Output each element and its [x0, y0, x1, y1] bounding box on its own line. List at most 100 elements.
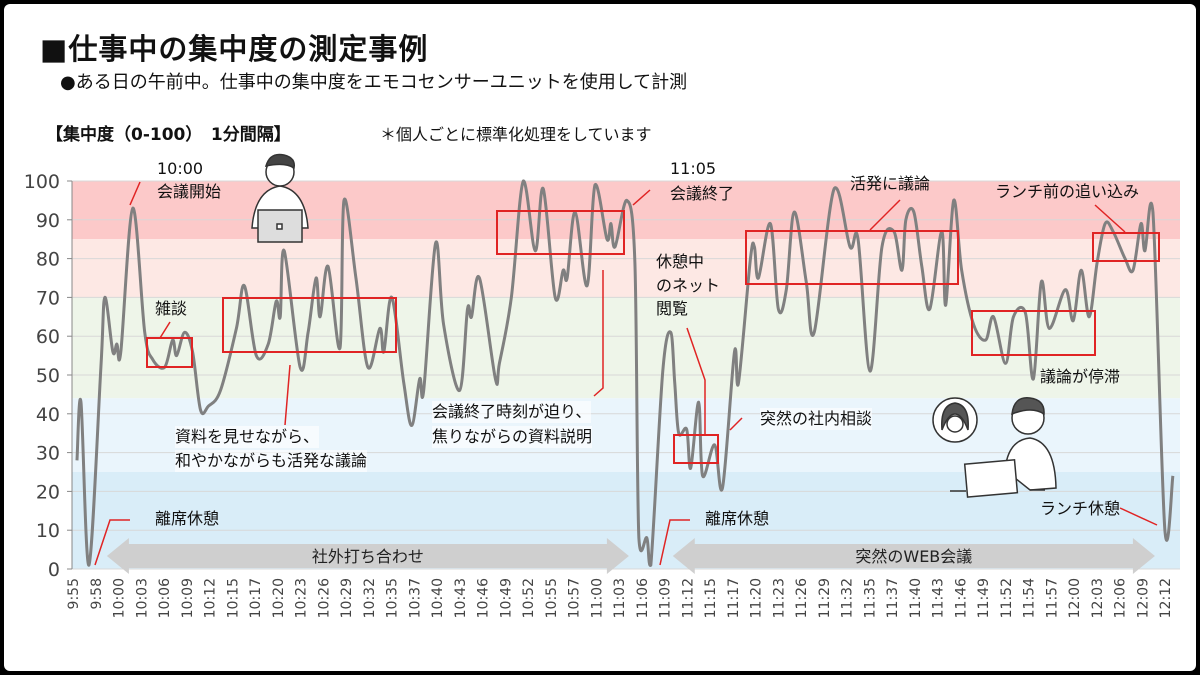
annotation-meeting-end-time: 11:05: [670, 159, 717, 178]
y-tick-label: 10: [36, 520, 60, 542]
x-tick-label: 10:37: [407, 578, 423, 618]
annotation-pre-lunch: ランチ前の追い込み: [995, 182, 1140, 201]
annotation-away-2: 離席休憩: [705, 509, 770, 528]
annotation-browse-2: のネット: [656, 276, 721, 295]
x-tick-label: 10:55: [544, 578, 560, 618]
x-tick-label: 11:17: [726, 578, 742, 618]
x-tick-label: 12:09: [1135, 578, 1151, 618]
x-tick-label: 10:43: [453, 578, 469, 618]
annotation-away-1: 離席休憩: [155, 509, 220, 528]
annotation-rush-2: 焦りながらの資料説明: [432, 426, 593, 448]
measure-label: 【集中度（0-100） 1分間隔】: [46, 125, 291, 145]
x-tick-label: 11:46: [953, 578, 969, 618]
x-tick-label: 12:00: [1067, 578, 1083, 618]
x-tick-label: 11:29: [817, 578, 833, 618]
highlight-pre-lunch: [1092, 232, 1160, 262]
x-tick-label: 11:37: [885, 578, 901, 618]
x-tick-label: 10:23: [294, 578, 310, 618]
annotation-materials-1: 資料を見せながら、: [175, 426, 320, 448]
leader-line: [632, 189, 651, 206]
x-tick-label: 11:40: [908, 578, 924, 618]
highlight-browse: [673, 434, 719, 464]
highlight-active: [745, 230, 959, 285]
x-tick-label: 10:12: [203, 578, 219, 618]
x-tick-label: 10:35: [385, 578, 401, 618]
x-tick-label: 10:17: [248, 578, 264, 618]
x-tick-label: 10:03: [134, 578, 150, 618]
annotation-meeting-end: 会議終了: [670, 184, 735, 203]
annotation-active: 活発に議論: [850, 174, 931, 193]
x-tick-label: 11:00: [589, 578, 605, 618]
y-tick-label: 90: [36, 210, 60, 232]
leader-line: [1119, 507, 1158, 526]
x-tick-label: 11:03: [612, 578, 628, 618]
y-tick-label: 0: [48, 559, 60, 581]
x-tick-label: 11:43: [931, 578, 947, 618]
y-tick-label: 20: [36, 481, 60, 503]
x-tick-label: 11:54: [1022, 578, 1038, 618]
x-tick-label: 11:57: [1044, 578, 1060, 618]
x-tick-label: 10:32: [362, 578, 378, 618]
annotation-lunch: ランチ休憩: [1040, 499, 1121, 518]
x-tick-label: 10:57: [567, 578, 583, 618]
x-tick-label: 10:26: [316, 578, 332, 618]
highlight-rush: [496, 210, 625, 255]
x-tick-label: 11:52: [999, 578, 1015, 618]
y-tick-label: 30: [36, 443, 60, 465]
x-tick-label: 12:06: [1113, 578, 1129, 618]
x-tick-label: 11:26: [794, 578, 810, 618]
leader-line: [284, 364, 291, 426]
annotation-browse-1: 休憩中: [656, 252, 705, 271]
y-tick-label: 60: [36, 326, 60, 348]
annotation-rush-1: 会議終了時刻が迫り、: [432, 401, 592, 423]
x-tick-label: 11:32: [840, 578, 856, 618]
x-tick-label: 10:20: [271, 578, 287, 618]
x-tick-label: 10:29: [339, 578, 355, 618]
x-tick-label: 11:23: [771, 578, 787, 618]
annotation-stagnant: 議論が停滞: [1040, 367, 1121, 386]
leader-line: [686, 327, 706, 434]
x-tick-label: 11:15: [703, 578, 719, 618]
highlight-chat: [146, 337, 193, 368]
annotation-browse-3: 閲覧: [656, 299, 689, 318]
x-tick-label: 10:09: [180, 578, 196, 618]
x-tick-label: 9:55: [66, 578, 82, 609]
x-tick-label: 11:35: [862, 578, 878, 618]
x-tick-label: 11:12: [680, 578, 696, 618]
annotation-meeting-start-time: 10:00: [157, 159, 204, 178]
leader-line: [129, 181, 141, 206]
y-tick-label: 70: [36, 287, 60, 309]
annotation-consult: 突然の社内相談: [760, 408, 873, 430]
leader-line: [593, 270, 604, 397]
x-tick-label: 10:00: [112, 578, 128, 618]
leader-line: [159, 321, 171, 339]
x-tick-label: 10:46: [476, 578, 492, 618]
x-tick-label: 10:52: [521, 578, 537, 618]
concentration-line: [75, 179, 1175, 567]
period-arrow: [672, 538, 1155, 574]
x-tick-label: 10:40: [430, 578, 446, 618]
y-tick-label: 50: [36, 365, 60, 387]
period-arrow: [106, 538, 629, 574]
leader-line: [729, 417, 743, 431]
highlight-materials: [222, 297, 397, 353]
period-label: 社外打ち合わせ: [312, 547, 424, 566]
x-tick-label: 11:20: [749, 578, 765, 618]
highlight-stagnant: [971, 310, 1096, 356]
period-label: 突然のWEB会議: [855, 547, 972, 566]
page-title: ■仕事中の集中度の測定事例: [40, 32, 429, 66]
annotation-meeting-start: 会議開始: [157, 182, 222, 201]
x-tick-label: 11:09: [658, 578, 674, 618]
x-tick-label: 11:06: [635, 578, 651, 618]
band: [72, 239, 1180, 298]
leader-line: [659, 519, 690, 566]
leader-line: [1094, 204, 1126, 233]
y-tick-label: 40: [36, 404, 60, 426]
normalization-note: ＊個人ごとに標準化処理をしています: [380, 125, 652, 144]
y-tick-label: 100: [24, 171, 60, 193]
x-tick-label: 10:06: [157, 578, 173, 618]
x-tick-label: 12:03: [1090, 578, 1106, 618]
x-tick-label: 12:12: [1158, 578, 1174, 618]
leader-line: [94, 519, 130, 566]
annotation-chat: 雑談: [155, 299, 188, 318]
